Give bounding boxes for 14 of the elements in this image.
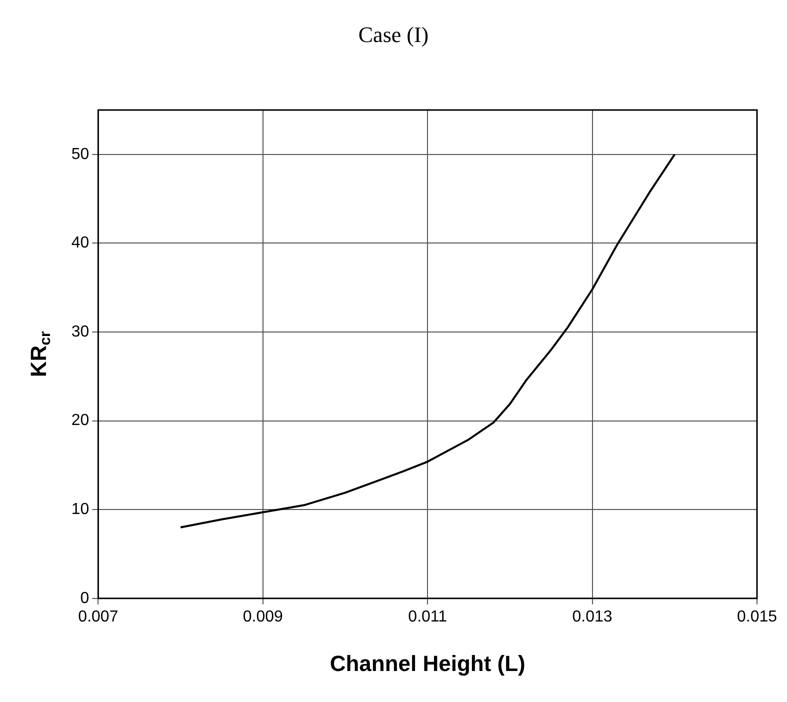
y-tick-label: 40 bbox=[71, 234, 90, 252]
y-tick-label: 0 bbox=[80, 590, 90, 607]
x-tick-label: 0.013 bbox=[572, 608, 612, 626]
x-axis-title: Channel Height (L) bbox=[330, 650, 526, 676]
x-tick-label: 0.015 bbox=[736, 608, 778, 626]
y-axis-title: KRcr bbox=[26, 331, 54, 378]
y-tick-label: 20 bbox=[71, 412, 90, 430]
x-tick-label: 0.007 bbox=[78, 608, 118, 626]
x-tick-label: 0.011 bbox=[408, 608, 448, 626]
y-tick-label: 10 bbox=[71, 501, 90, 518]
y-tick-label: 50 bbox=[71, 146, 90, 163]
y-tick-label: 30 bbox=[71, 323, 90, 340]
chart-title: Case (I) bbox=[357, 22, 430, 48]
x-tick-label: 0.009 bbox=[242, 608, 284, 626]
